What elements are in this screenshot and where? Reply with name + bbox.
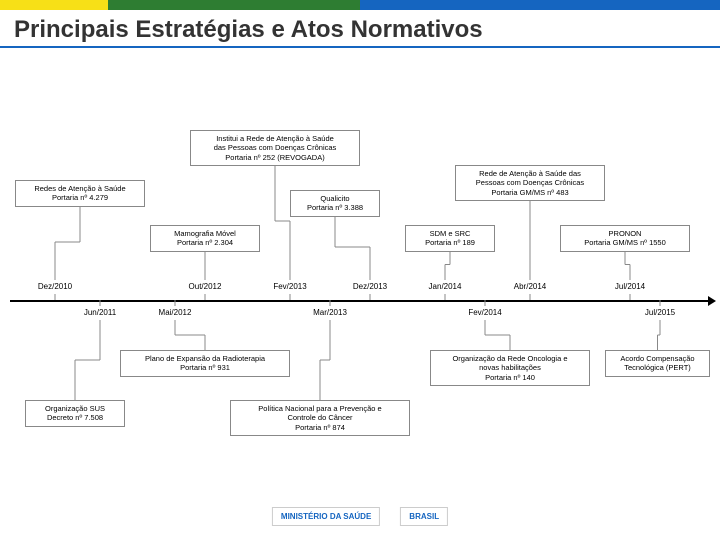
date-Dez/2010: Dez/2010: [38, 282, 72, 291]
date-Mai/2012: Mai/2012: [159, 308, 192, 317]
box-pronon: PRONONPortaria GM/MS nº 1550: [560, 225, 690, 252]
date-Jul/2014: Jul/2014: [615, 282, 645, 291]
date-Jul/2015: Jul/2015: [645, 308, 675, 317]
header-stripe: [0, 0, 720, 10]
box-qualicito: QualicitoPortaria nº 3.388: [290, 190, 380, 217]
box-acordo: Acordo CompensaçãoTecnológica (PERT): [605, 350, 710, 377]
timeline-axis: [10, 300, 710, 302]
timeline-diagram: Institui a Rede de Atenção à Saúdedas Pe…: [0, 70, 720, 490]
box-orgsus: Organização SUSDecreto nº 7.508: [25, 400, 125, 427]
box-plano: Plano de Expansão da RadioterapiaPortari…: [120, 350, 290, 377]
box-rede483: Rede de Atenção à Saúde dasPessoas com D…: [455, 165, 605, 201]
date-Out/2012: Out/2012: [189, 282, 222, 291]
box-orgrede: Organização da Rede Oncologia enovas hab…: [430, 350, 590, 386]
date-Jun/2011: Jun/2011: [84, 308, 116, 317]
page-title: Principais Estratégias e Atos Normativos: [0, 10, 720, 48]
date-Abr/2014: Abr/2014: [514, 282, 546, 291]
date-Dez/2013: Dez/2013: [353, 282, 387, 291]
logo: BRASIL: [400, 507, 448, 526]
date-Fev/2013: Fev/2013: [273, 282, 306, 291]
box-politica: Política Nacional para a Prevenção eCont…: [230, 400, 410, 436]
date-Mar/2013: Mar/2013: [313, 308, 347, 317]
box-sdm: SDM e SRCPortaria nº 189: [405, 225, 495, 252]
footer-logos: MINISTÉRIO DA SAÚDE BRASIL: [272, 507, 448, 526]
date-Fev/2014: Fev/2014: [468, 308, 501, 317]
box-redes: Redes de Atenção à SaúdePortaria nº 4.27…: [15, 180, 145, 207]
date-Jan/2014: Jan/2014: [429, 282, 462, 291]
box-mamografia: Mamografia MóvelPortaria nº 2.304: [150, 225, 260, 252]
logo: MINISTÉRIO DA SAÚDE: [272, 507, 380, 526]
box-institui: Institui a Rede de Atenção à Saúdedas Pe…: [190, 130, 360, 166]
